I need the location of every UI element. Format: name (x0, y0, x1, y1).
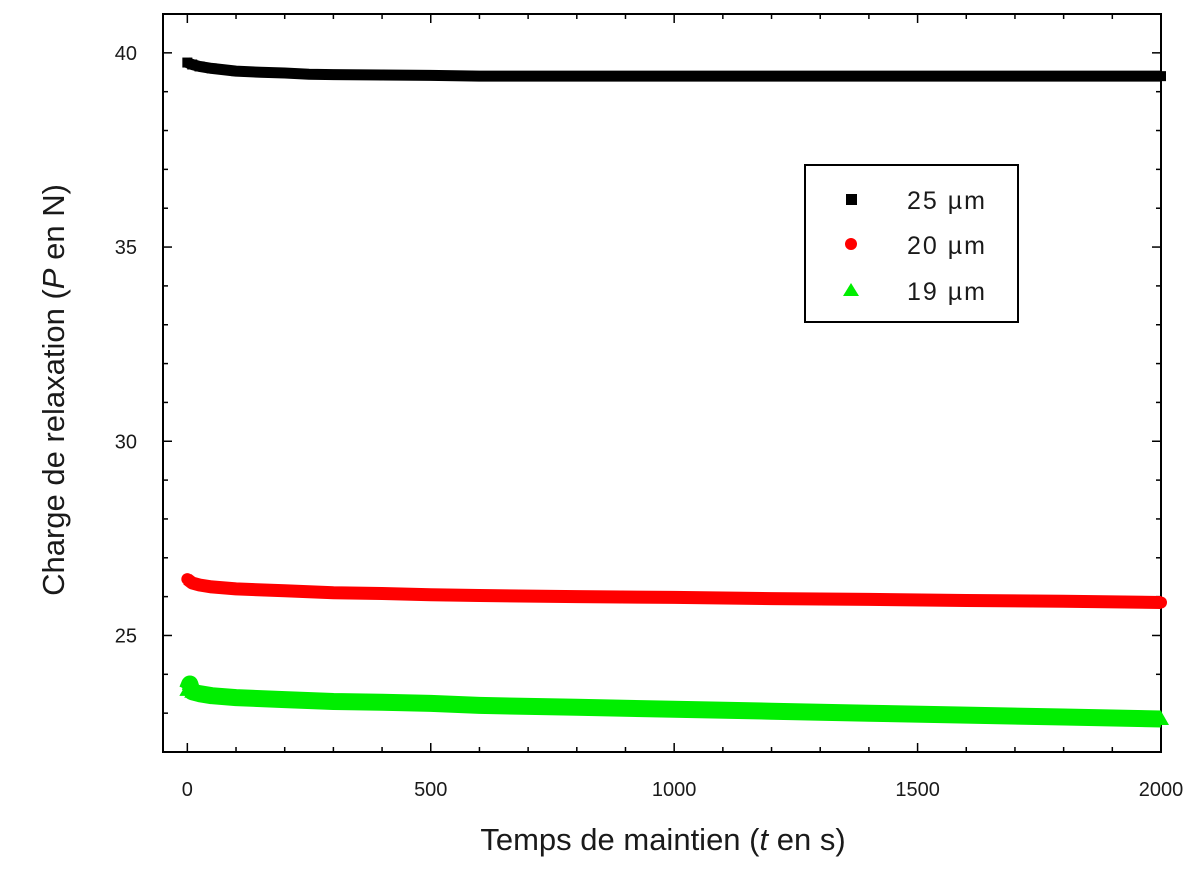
data-point (666, 701, 683, 716)
data-point (205, 580, 218, 593)
legend: 25 µm 20 µm 19 µm (804, 164, 1019, 323)
x-tick-label: 1000 (652, 779, 697, 801)
data-point (422, 695, 439, 710)
data-point (473, 589, 486, 602)
x-tick-label: 1500 (895, 779, 940, 801)
data-point (960, 594, 973, 607)
data-point (961, 71, 972, 82)
data-point (1055, 709, 1072, 724)
data-point (668, 591, 681, 604)
x-tick-label: 0 (182, 779, 193, 801)
data-point (194, 61, 205, 72)
y-axis-title: Charge de relaxation (P en N) (36, 184, 71, 596)
data-point (187, 59, 198, 70)
data-point (424, 588, 437, 601)
data-point (328, 69, 339, 80)
data-point (228, 689, 245, 704)
legend-label-25um: 25 µm (907, 187, 987, 215)
data-point (1155, 596, 1167, 609)
axis-ticks: 0 500 1000 1500 2000 25 30 35 40 (115, 14, 1184, 801)
data-point (278, 584, 291, 597)
data-point (763, 703, 780, 718)
data-series (179, 57, 1169, 728)
data-point (669, 71, 680, 82)
data-point (766, 71, 777, 82)
data-point (276, 691, 293, 706)
data-point (862, 593, 875, 606)
data-point (327, 586, 340, 599)
data-point (255, 67, 266, 78)
data-point (860, 705, 877, 720)
data-point (1156, 71, 1166, 82)
data-point (568, 699, 585, 714)
data-point (376, 587, 389, 600)
data-point (425, 70, 436, 81)
data-point (325, 693, 342, 708)
x-axis-title: Temps de maintien (t en s) (480, 822, 845, 857)
data-point (765, 592, 778, 605)
data-point (471, 697, 488, 712)
data-point (279, 68, 290, 79)
data-point (230, 582, 243, 595)
data-point (474, 71, 485, 82)
data-point (1058, 71, 1069, 82)
data-point (958, 707, 975, 722)
series-1 (181, 573, 1167, 609)
y-tick-label: 40 (115, 43, 137, 65)
plot-frame (162, 13, 1162, 753)
y-tick-label: 35 (115, 237, 137, 259)
series-0 (182, 57, 1166, 82)
legend-marker-20um (845, 238, 857, 250)
legend-marker-25um (846, 194, 857, 205)
legend-box (804, 164, 1019, 323)
y-tick-label: 25 (115, 625, 137, 647)
data-point (231, 66, 242, 77)
x-tick-label: 500 (414, 779, 447, 801)
data-point (304, 69, 315, 80)
data-point (863, 71, 874, 82)
data-point (193, 578, 206, 591)
series-2 (179, 675, 1169, 728)
data-point (191, 685, 208, 700)
data-point (570, 590, 583, 603)
data-point (374, 694, 391, 709)
data-point (1057, 595, 1070, 608)
y-tick-label: 30 (115, 431, 137, 453)
legend-marker-19um (843, 283, 859, 296)
data-point (571, 71, 582, 82)
legend-label-19um: 19 µm (907, 278, 987, 306)
data-point (181, 676, 198, 691)
legend-label-20um: 20 µm (907, 232, 987, 260)
data-point (377, 69, 388, 80)
data-point (1153, 710, 1169, 725)
x-tick-label: 2000 (1139, 779, 1184, 801)
data-point (203, 687, 220, 702)
data-point (206, 63, 217, 74)
